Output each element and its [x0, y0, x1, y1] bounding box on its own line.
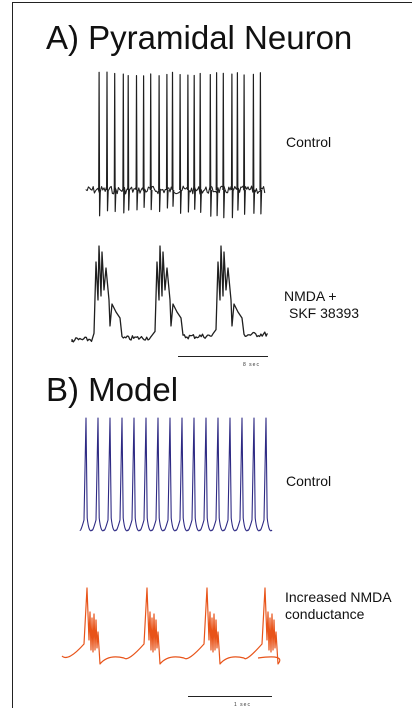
a-control-spike	[186, 74, 190, 213]
a-control-spike	[252, 73, 256, 214]
a-control-spike	[236, 72, 240, 211]
panel-b-nmda-label-2: conductance	[285, 606, 365, 622]
a-control-spike	[199, 72, 202, 213]
a-control-spike	[179, 74, 182, 214]
a-control-spike	[209, 74, 213, 217]
a-control-spike	[165, 73, 169, 209]
figure-frame	[12, 2, 412, 708]
panel-b-title: B) Model	[46, 371, 179, 408]
a-control-spike	[142, 75, 146, 208]
panel-a-drug-label-1: NMDA +	[284, 288, 337, 304]
a-control-spike	[259, 72, 263, 215]
b-control-spike-train	[79, 417, 273, 532]
b-nmda-burst-train	[61, 587, 281, 665]
a-control-spike	[135, 75, 139, 211]
a-control-spike	[230, 73, 234, 219]
a-control-spike	[127, 75, 130, 211]
panel-b-control-label: Control	[286, 473, 332, 489]
a-control-spike	[243, 74, 246, 215]
a-control-spike	[106, 71, 109, 212]
a-control-spike	[113, 72, 117, 213]
a-control-spike	[215, 72, 219, 217]
a-drug-trace-line	[71, 245, 268, 343]
a-control-spike	[171, 71, 175, 207]
a-control-spike	[149, 73, 153, 211]
a-control-spike	[222, 72, 226, 219]
a-control-spike	[98, 71, 101, 217]
a-control-spike	[193, 74, 196, 210]
panel-b-scale-bar	[188, 696, 272, 697]
panel-a-scale-label: 8 sec	[243, 362, 260, 368]
panel-b-nmda-label-1: Increased NMDA	[285, 589, 392, 605]
a-control-spike	[158, 75, 161, 213]
a-control-spike	[122, 73, 126, 214]
panel-b-scale-label: 1 sec	[234, 702, 251, 708]
panel-a-control-label: Control	[286, 134, 332, 150]
panel-a-title: A) Pyramidal Neuron	[46, 19, 353, 56]
panel-a-drug-label-2: SKF 38393	[289, 305, 360, 321]
panel-a-scale-bar	[178, 356, 268, 357]
